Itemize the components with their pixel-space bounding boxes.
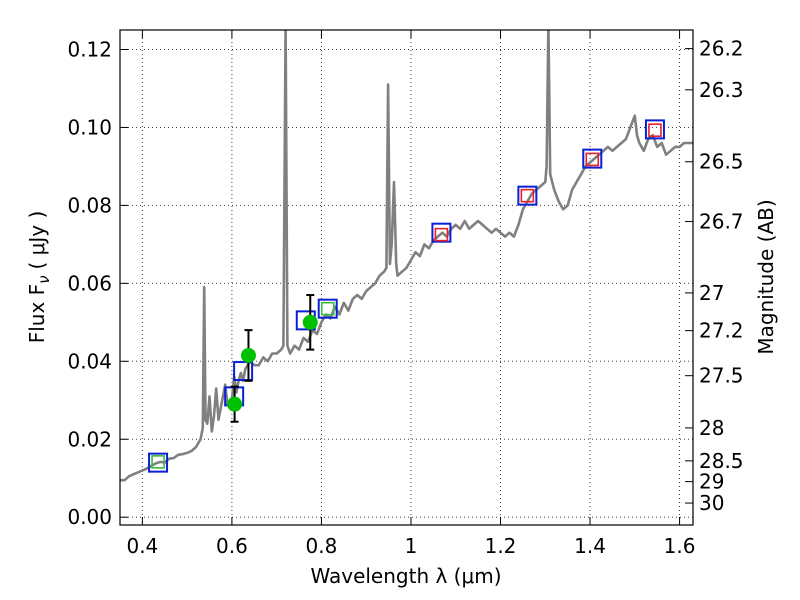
y-tick-label: 0.04 bbox=[67, 349, 112, 373]
observed-square-marker bbox=[520, 188, 535, 203]
right-tick-label: 28 bbox=[699, 416, 724, 440]
ticks bbox=[120, 30, 693, 525]
markers bbox=[148, 119, 665, 473]
plot-frame bbox=[119, 29, 694, 526]
y-tick-label: 0.08 bbox=[67, 193, 112, 217]
model-square-marker bbox=[431, 222, 452, 243]
observed-square-marker bbox=[585, 152, 600, 167]
right-axis-title: Magnitude (AB) bbox=[754, 199, 778, 354]
x-tick-label: 0.6 bbox=[216, 534, 248, 558]
x-tick-label: 1.2 bbox=[485, 534, 517, 558]
x-tick-label: 1.6 bbox=[664, 534, 696, 558]
observed-square-marker bbox=[320, 301, 335, 316]
plot-area bbox=[120, 30, 693, 482]
model-square-marker bbox=[644, 119, 665, 140]
observed-point bbox=[302, 314, 318, 330]
y-axis-title-subscript: ν bbox=[35, 275, 53, 283]
grid bbox=[120, 30, 693, 525]
x-tick-label: 0.8 bbox=[306, 534, 338, 558]
x-tick-label: 1 bbox=[405, 534, 418, 558]
model-square-marker bbox=[233, 361, 254, 382]
model-square-marker bbox=[317, 298, 338, 319]
plot-background bbox=[120, 30, 693, 525]
right-tick-label: 27 bbox=[699, 281, 724, 305]
y-tick-label: 0.06 bbox=[67, 271, 112, 295]
x-tick-label: 1.4 bbox=[574, 534, 606, 558]
right-tick-label: 26.7 bbox=[699, 210, 744, 234]
observed-point bbox=[227, 396, 243, 412]
tick-labels: 0.4 0.6 0.8 1 1.2 1.4 1.6 0.00 0.02 0.04 0.06 0.08 0… bbox=[67, 37, 743, 558]
observed-point bbox=[240, 347, 256, 363]
x-tick-label: 0.4 bbox=[126, 534, 158, 558]
observed-square-marker bbox=[648, 123, 662, 137]
right-tick-label: 26.3 bbox=[699, 78, 744, 102]
model-square-marker bbox=[582, 148, 603, 169]
y-tick-label: 0.10 bbox=[67, 115, 112, 139]
model-square-marker bbox=[517, 185, 538, 206]
y-axis-title-unit: ( μJy ) bbox=[25, 211, 49, 270]
y-axis-title-text: Flux F bbox=[25, 284, 49, 343]
right-tick-label: 28.5 bbox=[699, 449, 744, 473]
x-axis-title: Wavelength λ (μm) bbox=[310, 564, 501, 588]
right-tick-label: 30 bbox=[699, 491, 724, 515]
y-axis-title: Flux Fν ( μJy ) bbox=[25, 211, 53, 344]
y-tick-label: 0.00 bbox=[67, 505, 112, 529]
y-tick-label: 0.12 bbox=[67, 37, 112, 61]
right-tick-label: 27.5 bbox=[699, 364, 744, 388]
y-tick-label: 0.02 bbox=[67, 427, 112, 451]
right-tick-label: 27.2 bbox=[699, 319, 744, 343]
observed-square-marker bbox=[434, 227, 449, 242]
observed-square-marker bbox=[151, 455, 165, 469]
right-tick-label: 26.2 bbox=[699, 37, 744, 61]
right-tick-label: 29 bbox=[699, 470, 724, 494]
right-tick-label: 26.5 bbox=[699, 150, 744, 174]
model-square-marker bbox=[148, 452, 169, 473]
